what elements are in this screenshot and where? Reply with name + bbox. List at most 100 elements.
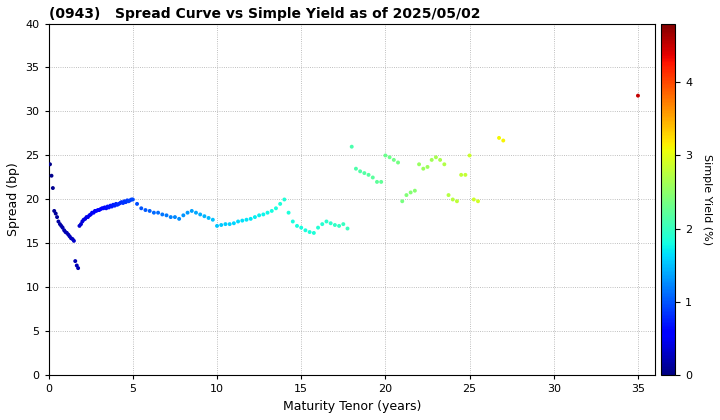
Point [372, 178, 383, 185]
Point [472, 198, 484, 205]
Point [266, 207, 277, 214]
Point [103, 204, 114, 211]
Point [107, 202, 119, 208]
Point [468, 196, 480, 203]
Point [46, 172, 58, 179]
Point [127, 196, 138, 203]
Point [203, 215, 215, 221]
Point [66, 235, 77, 242]
Point [169, 214, 181, 220]
Point [148, 209, 160, 216]
Text: (0943)   Spread Curve vs Simple Yield as of 2025/05/02: (0943) Spread Curve vs Simple Yield as o… [49, 7, 480, 21]
Point [106, 203, 117, 210]
Point [329, 222, 341, 228]
Point [292, 223, 303, 229]
Point [237, 217, 248, 224]
Point [75, 221, 86, 228]
Point [86, 209, 98, 216]
Point [270, 205, 282, 212]
Point [68, 237, 80, 244]
Point [58, 227, 70, 234]
Point [51, 214, 63, 220]
Point [397, 198, 408, 205]
Point [117, 200, 129, 206]
Point [312, 224, 324, 231]
Point [498, 137, 509, 144]
Point [63, 231, 74, 238]
Point [253, 212, 265, 219]
Point [76, 218, 88, 225]
Point [116, 199, 127, 205]
Point [178, 212, 189, 219]
Point [350, 165, 361, 172]
Point [228, 220, 240, 227]
Point [135, 205, 147, 212]
Point [55, 223, 67, 229]
Point [174, 215, 185, 222]
Point [215, 222, 227, 228]
Point [53, 218, 64, 225]
Point [122, 197, 133, 204]
Point [71, 262, 83, 269]
Point [144, 207, 156, 214]
Point [57, 224, 68, 231]
Point [153, 209, 164, 216]
Point [110, 200, 122, 207]
Point [401, 192, 413, 198]
Point [182, 209, 194, 216]
Point [211, 223, 222, 229]
Point [279, 196, 290, 203]
Point [88, 209, 99, 216]
Point [113, 200, 125, 207]
Point [91, 207, 102, 214]
Point [98, 205, 109, 212]
Point [405, 189, 416, 196]
Point [258, 211, 269, 218]
Point [101, 205, 112, 212]
Point [459, 171, 471, 178]
Point [131, 200, 143, 207]
Point [430, 154, 441, 160]
Point [140, 207, 151, 213]
Point [99, 204, 110, 211]
Point [447, 196, 459, 203]
Point [194, 211, 206, 218]
Point [156, 211, 168, 218]
Point [123, 198, 135, 205]
Point [165, 214, 176, 220]
Point [300, 227, 311, 234]
Point [102, 203, 113, 210]
Point [367, 174, 379, 181]
Point [220, 221, 231, 228]
Point [104, 202, 116, 209]
Point [84, 212, 95, 219]
Point [422, 163, 433, 170]
Point [320, 218, 332, 225]
Point [82, 214, 94, 220]
Point [379, 152, 391, 159]
Point [72, 265, 84, 271]
Point [464, 152, 475, 159]
Point [79, 215, 91, 222]
Point [434, 157, 446, 163]
Point [240, 216, 252, 223]
Point [95, 206, 107, 213]
Point [342, 225, 354, 232]
Point [426, 157, 438, 163]
Point [409, 187, 420, 194]
Point [47, 185, 58, 192]
Point [48, 207, 60, 214]
Point [308, 230, 320, 236]
Point [249, 214, 261, 220]
Point [85, 211, 96, 218]
Point [451, 198, 463, 205]
Point [207, 216, 219, 223]
Point [392, 159, 404, 166]
Point [632, 92, 644, 99]
Point [54, 221, 66, 228]
Point [89, 207, 101, 214]
Point [333, 223, 345, 229]
Point [283, 209, 294, 216]
Point [224, 221, 235, 228]
Point [388, 157, 400, 163]
